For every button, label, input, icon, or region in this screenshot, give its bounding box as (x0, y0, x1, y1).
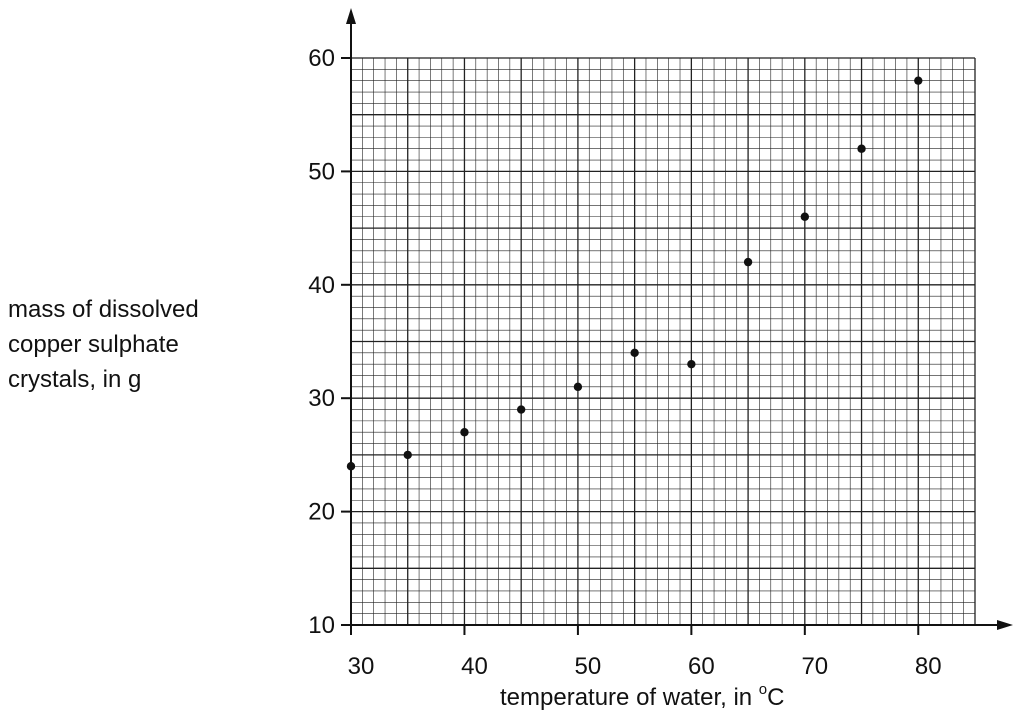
y-tick-label: 40 (308, 272, 335, 299)
x-tick-label: 80 (915, 653, 942, 680)
data-point (346, 462, 356, 471)
y-tick-label: 50 (308, 158, 335, 185)
x-tick-label: 50 (575, 653, 602, 680)
data-point (857, 144, 866, 153)
x-tick-label: 60 (688, 653, 715, 680)
y-axis-arrow-icon (346, 8, 356, 24)
tick-labels: 10 20 30 40 50 60 30 40 50 60 70 80 (308, 45, 941, 680)
x-tick-label: 30 (348, 653, 375, 680)
data-point (403, 450, 412, 460)
data-point (743, 257, 753, 267)
data-points (346, 76, 923, 471)
y-axis-label-line: copper sulphate (8, 331, 179, 358)
y-axis-label: mass of dissolved copper sulphate crysta… (8, 292, 199, 397)
x-axis-unit: C (767, 684, 785, 711)
degree-symbol: o (758, 681, 768, 698)
data-point (573, 382, 583, 392)
x-tick-label: 40 (461, 653, 488, 680)
data-point (630, 348, 639, 358)
data-point (687, 359, 696, 369)
data-point (914, 76, 923, 85)
y-axis-label-line: crystals, in g (8, 366, 142, 393)
y-axis-label-line: mass of dissolved (8, 296, 199, 323)
axes (341, 8, 1013, 635)
x-axis-arrow-icon (997, 620, 1013, 630)
y-tick-label: 20 (308, 499, 335, 526)
data-point (800, 212, 810, 221)
x-axis-label-text: temperature of water, in (500, 684, 759, 711)
y-tick-label: 60 (308, 45, 335, 72)
data-point (516, 405, 526, 414)
x-tick-label: 70 (801, 653, 828, 680)
y-tick-label: 10 (308, 612, 335, 639)
grid (350, 57, 976, 626)
data-point (460, 428, 469, 437)
y-tick-label: 30 (308, 385, 335, 412)
x-axis-label: temperature of water, in oC (500, 681, 785, 712)
